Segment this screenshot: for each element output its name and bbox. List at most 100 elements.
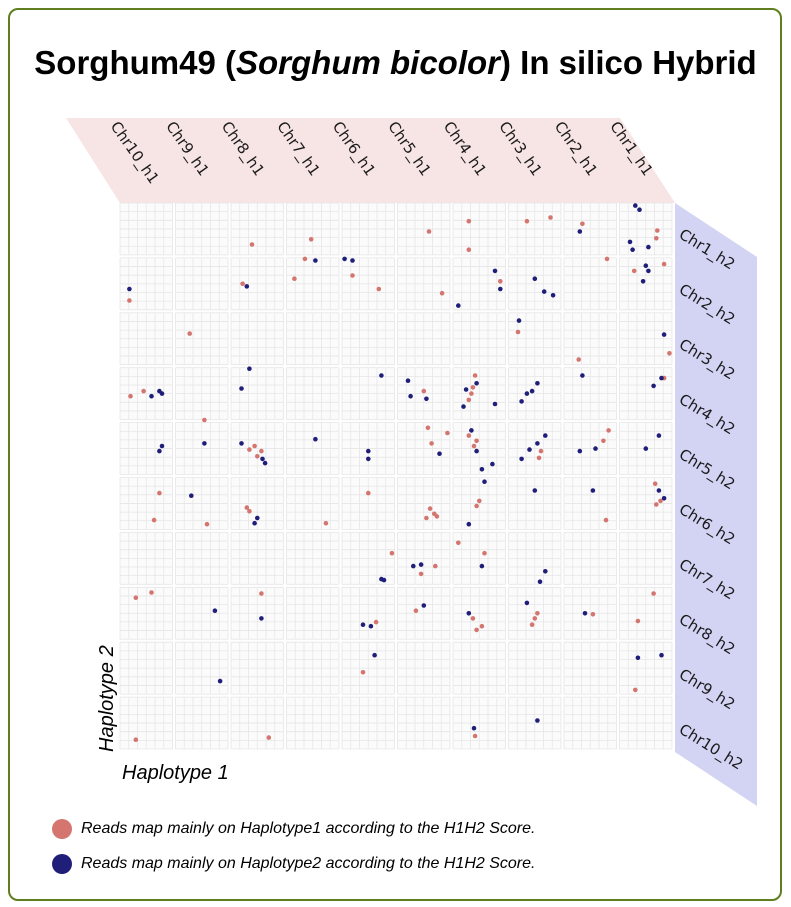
facet-panel xyxy=(286,532,340,585)
data-point-haplotype1 xyxy=(439,290,445,296)
data-point-haplotype1 xyxy=(266,735,272,740)
data-point-haplotype1 xyxy=(204,521,210,527)
facet-panel xyxy=(452,532,506,585)
data-point-haplotype1 xyxy=(424,515,429,521)
data-point-haplotype1 xyxy=(535,611,540,616)
data-point-haplotype1 xyxy=(658,498,663,504)
facet-panel xyxy=(397,477,451,530)
facet-panel xyxy=(230,312,284,366)
data-point-haplotype1 xyxy=(433,563,438,569)
facet-panel xyxy=(397,202,451,256)
data-point-haplotype2 xyxy=(532,276,538,282)
facet-panel xyxy=(175,257,229,311)
facet-panel xyxy=(230,257,284,311)
right-strip-band xyxy=(675,203,757,806)
facet-panel xyxy=(119,422,173,475)
facet-panel xyxy=(341,202,395,256)
facet-panel xyxy=(619,367,673,421)
facet-panel xyxy=(341,312,395,366)
facet-panel xyxy=(452,641,506,695)
data-point-haplotype2 xyxy=(659,375,664,381)
data-point-haplotype2 xyxy=(646,268,651,274)
data-point-haplotype1 xyxy=(249,242,255,247)
data-point-haplotype2 xyxy=(627,239,633,245)
data-point-haplotype2 xyxy=(372,652,377,658)
data-point-haplotype2 xyxy=(466,521,472,527)
data-point-haplotype2 xyxy=(479,467,485,472)
facet-panel xyxy=(452,586,506,640)
data-point-haplotype1 xyxy=(667,351,672,356)
data-point-haplotype2 xyxy=(313,436,318,442)
facet-panel xyxy=(341,532,395,585)
data-point-haplotype2 xyxy=(630,247,635,252)
chart-title: Sorghum49 (Sorghum bicolor) In silico Hy… xyxy=(0,44,791,82)
facet-panel xyxy=(508,532,562,585)
data-point-haplotype2 xyxy=(437,451,442,457)
data-point-haplotype2 xyxy=(543,569,548,574)
data-point-haplotype2 xyxy=(239,441,244,446)
data-point-haplotype2 xyxy=(637,207,642,212)
data-point-haplotype2 xyxy=(519,399,524,404)
facet-panel xyxy=(619,532,673,585)
title-suffix: ) In silico Hybrid xyxy=(500,44,757,81)
data-point-haplotype1 xyxy=(413,608,419,613)
facet-panel xyxy=(230,477,284,530)
facet-panel xyxy=(452,367,506,421)
facet-panel xyxy=(397,422,451,475)
facet-panel xyxy=(563,477,617,530)
y-axis-label: Haplotype 2 xyxy=(96,645,118,752)
facet-panel xyxy=(397,257,451,311)
data-point-haplotype2 xyxy=(159,391,165,396)
data-point-haplotype2 xyxy=(656,488,662,493)
data-point-haplotype1 xyxy=(247,508,252,514)
data-point-haplotype1 xyxy=(466,218,472,224)
data-point-haplotype1 xyxy=(576,357,581,362)
facet-panel xyxy=(508,641,562,695)
data-point-haplotype1 xyxy=(661,261,667,267)
data-point-haplotype2 xyxy=(421,603,427,608)
data-point-haplotype2 xyxy=(661,332,667,337)
data-point-haplotype2 xyxy=(524,391,530,396)
legend-marker xyxy=(52,819,72,839)
facet-panel xyxy=(508,586,562,640)
data-point-haplotype2 xyxy=(492,268,498,274)
facet-panel xyxy=(286,477,340,530)
facet-panel xyxy=(286,257,340,311)
data-point-haplotype2 xyxy=(189,493,194,499)
data-point-haplotype1 xyxy=(482,550,487,556)
data-point-haplotype2 xyxy=(550,293,556,298)
facet-panel xyxy=(619,202,673,256)
data-point-haplotype2 xyxy=(535,718,540,723)
facet-panel xyxy=(341,586,395,640)
facet-panel xyxy=(619,696,673,750)
data-point-haplotype1 xyxy=(323,520,329,526)
data-point-haplotype2 xyxy=(262,460,268,466)
data-point-haplotype2 xyxy=(516,318,522,323)
data-point-haplotype1 xyxy=(302,256,308,262)
facet-panel xyxy=(230,532,284,585)
data-point-haplotype2 xyxy=(535,381,540,386)
data-point-haplotype2 xyxy=(577,229,583,234)
data-point-haplotype1 xyxy=(654,236,659,241)
data-point-haplotype1 xyxy=(366,490,371,496)
facet-panel xyxy=(563,312,617,366)
legend-item-haplotype1: Reads map mainly on Haplotype1 according… xyxy=(52,819,535,839)
top-strip-band xyxy=(66,118,675,203)
facet-panel xyxy=(452,257,506,311)
facet-panel xyxy=(286,422,340,475)
facet-panel xyxy=(341,696,395,750)
data-point-haplotype2 xyxy=(519,456,524,462)
facet-panel xyxy=(452,202,506,256)
facet-panel xyxy=(619,312,673,366)
facet-panel xyxy=(619,477,673,530)
facet-panel xyxy=(508,257,562,311)
data-point-haplotype2 xyxy=(643,263,649,269)
data-point-haplotype1 xyxy=(157,490,162,496)
data-point-haplotype2 xyxy=(149,393,154,399)
data-point-haplotype2 xyxy=(313,258,318,263)
data-point-haplotype2 xyxy=(212,608,218,613)
data-point-haplotype1 xyxy=(426,229,432,234)
data-point-haplotype2 xyxy=(498,286,503,292)
facet-panel xyxy=(397,367,451,421)
